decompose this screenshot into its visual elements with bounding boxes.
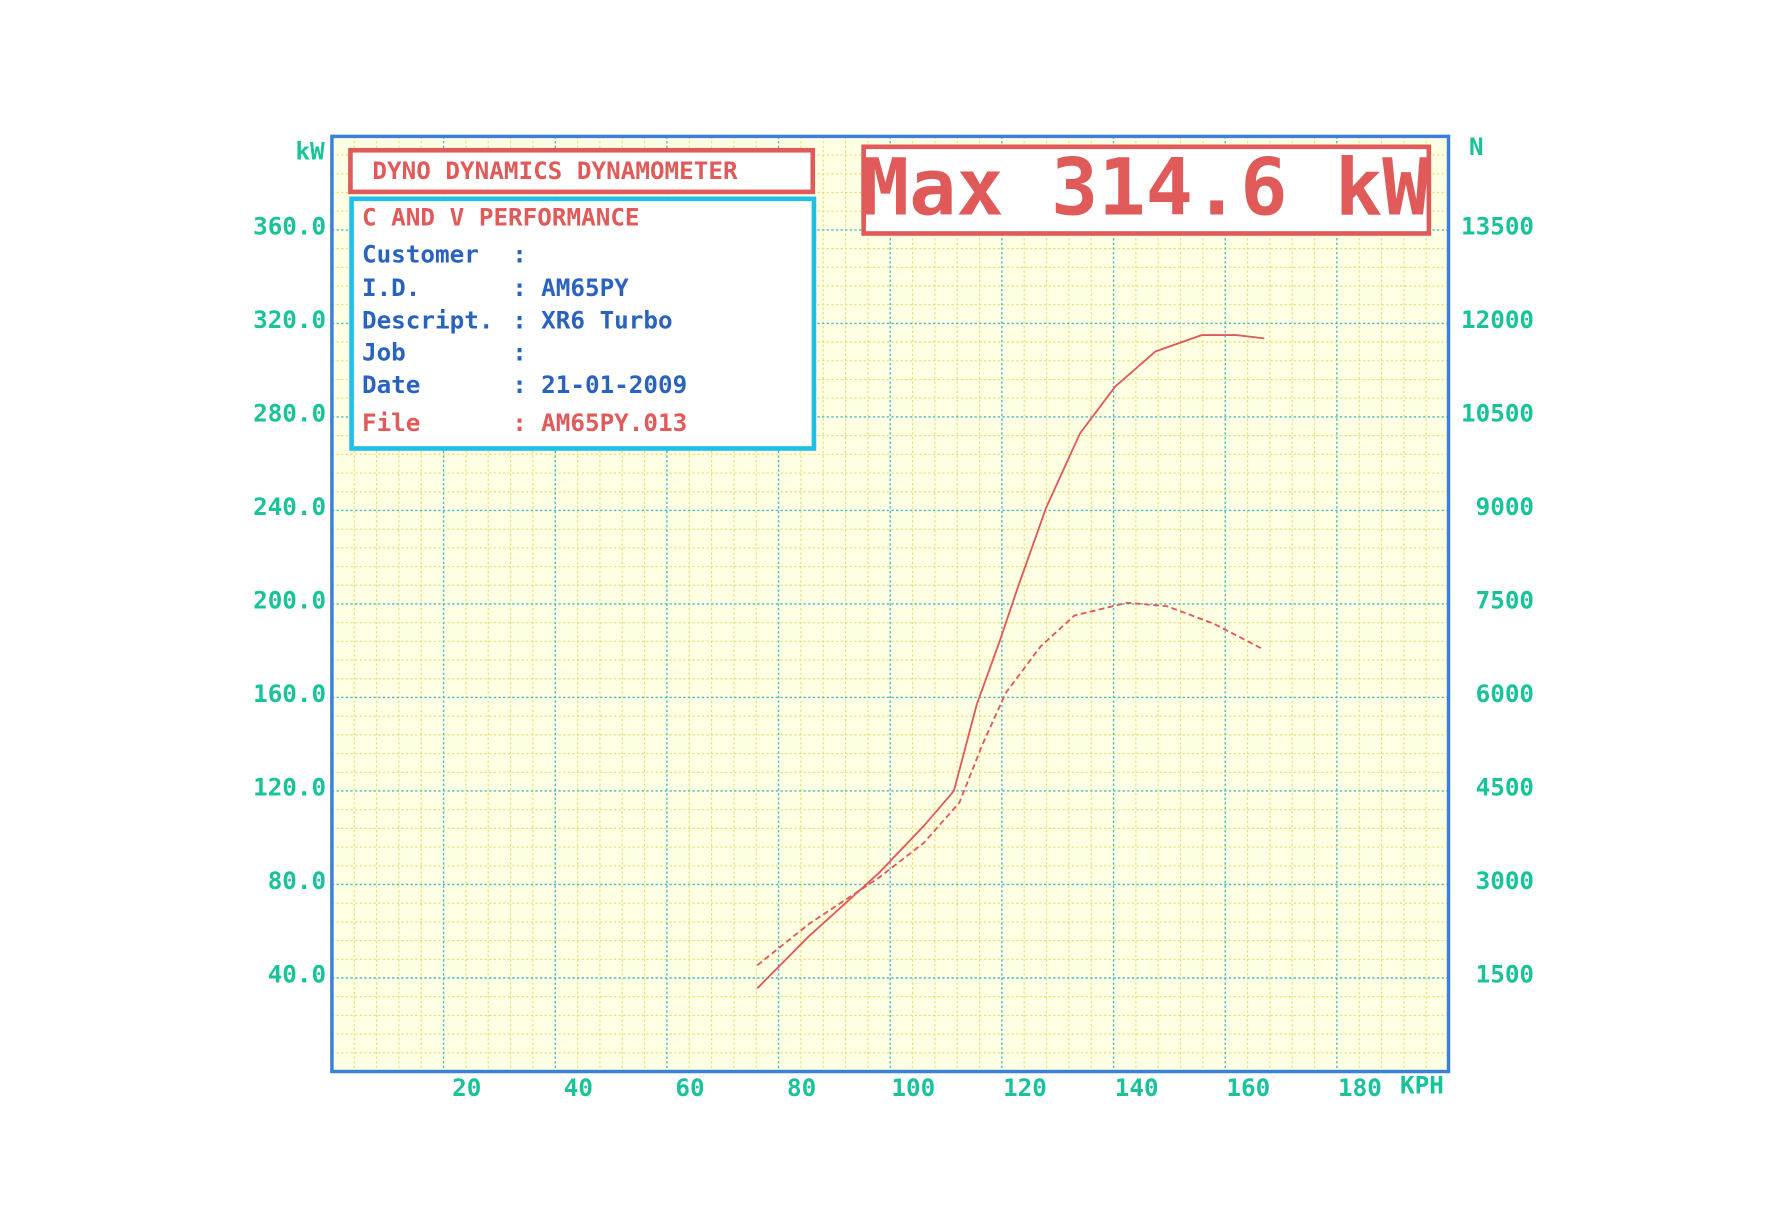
x-tick-label: 40	[564, 1073, 593, 1102]
info-label: Job	[362, 338, 406, 367]
y-tick-label: 240.0	[253, 492, 326, 521]
y-tick-label: 40.0	[268, 960, 326, 989]
info-value: XR6 Turbo	[541, 305, 672, 334]
info-label: Customer	[362, 239, 479, 268]
y-tick-label: 160.0	[253, 679, 326, 708]
y-tick-label: 200.0	[253, 586, 326, 615]
info-label: Descript.	[362, 305, 493, 334]
x-axis-label: KPH	[1400, 1071, 1444, 1100]
y-tick-label: 120.0	[253, 773, 326, 802]
info-sep: :	[512, 338, 527, 367]
info-value: AM65PY	[541, 273, 629, 302]
y2-tick-label: 13500	[1461, 212, 1534, 241]
series-line-dashed	[756, 601, 1264, 967]
y-tick-label: 280.0	[253, 399, 326, 428]
info-label: I.D.	[362, 273, 420, 302]
info-label: Date	[362, 370, 420, 399]
header-title: DYNO DYNAMICS DYNAMOMETER	[372, 156, 738, 185]
info-sep: :	[512, 239, 527, 268]
y-axis-label: kW	[295, 137, 325, 166]
info-sep: :	[512, 273, 527, 302]
y2-tick-label: 4500	[1476, 773, 1534, 802]
info-rows: Customer: I.D.: AM65PY Descript.: XR6 Turbo J…	[362, 239, 687, 437]
x-tick-label: 140	[1115, 1073, 1159, 1102]
company: C AND V PERFORMANCE	[362, 202, 640, 231]
y2-tick-label: 6000	[1476, 679, 1534, 708]
info-label: File	[362, 408, 420, 437]
info-value: AM65PY.013	[541, 408, 687, 437]
x-tick-label: 60	[675, 1073, 704, 1102]
y2-tick-label: 3000	[1476, 866, 1534, 895]
y2-tick-label: 9000	[1476, 492, 1534, 521]
marks	[756, 334, 1265, 989]
info-box	[349, 196, 817, 451]
x-tick-label: 160	[1226, 1073, 1270, 1102]
x-tick-label: 180	[1338, 1073, 1382, 1102]
y-tick-label: 80.0	[268, 866, 326, 895]
y2-tick-label: 1500	[1476, 960, 1534, 989]
max-label: Max 314.6 kW	[862, 142, 1430, 234]
y2-tick-label: 10500	[1461, 399, 1534, 428]
series-line	[756, 334, 1265, 989]
plot-frame	[330, 134, 1451, 1074]
y2-tick-label: 12000	[1461, 305, 1534, 334]
y-tick-label: 360.0	[253, 212, 326, 241]
x-tick-label: 80	[787, 1073, 816, 1102]
x-tick-label: 120	[1003, 1073, 1047, 1102]
x-tick-label: 100	[891, 1073, 935, 1102]
info-sep: :	[512, 370, 527, 399]
header-box	[348, 147, 816, 195]
x-tick-label: 20	[452, 1073, 481, 1102]
info-value: 21-01-2009	[541, 370, 687, 399]
info-sep: :	[512, 305, 527, 334]
y2-axis-label: N	[1469, 132, 1484, 161]
y-tick-label: 320.0	[253, 305, 326, 334]
y2-tick-label: 7500	[1476, 586, 1534, 615]
info-sep: :	[512, 408, 527, 437]
max-box	[861, 144, 1432, 236]
